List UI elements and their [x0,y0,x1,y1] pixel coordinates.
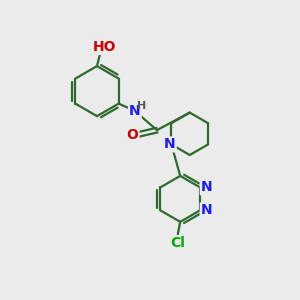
Text: N: N [129,104,141,118]
Text: N: N [164,137,176,152]
Text: N: N [201,180,212,194]
Text: HO: HO [93,40,116,54]
Text: O: O [127,128,139,142]
Text: Cl: Cl [170,236,185,250]
Text: H: H [137,101,146,111]
Text: N: N [201,203,212,218]
